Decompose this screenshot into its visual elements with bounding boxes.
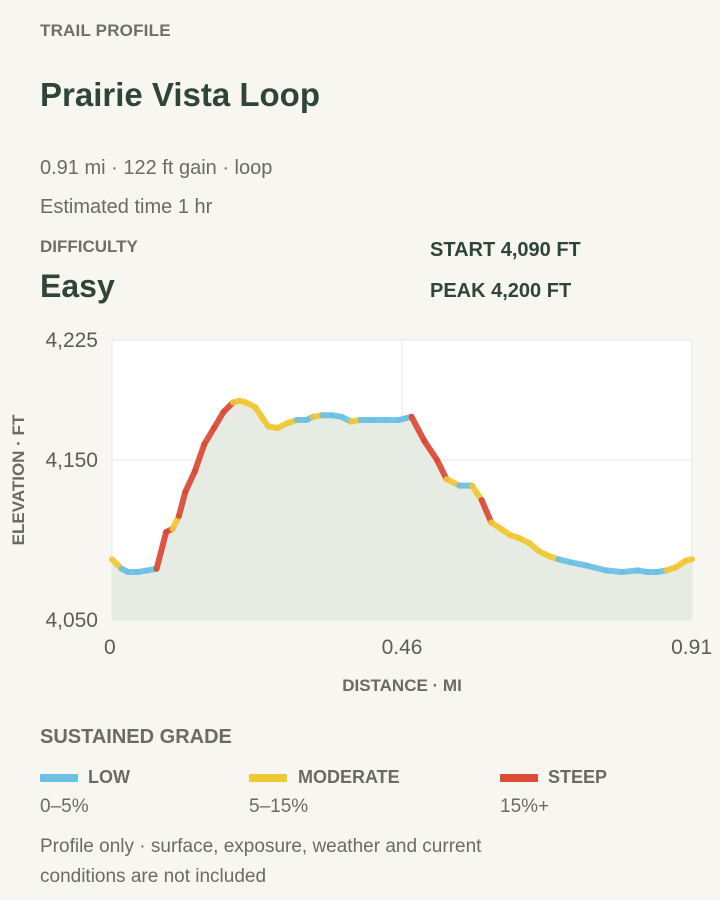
y-axis-title: ELEVATION · FT: [9, 414, 28, 545]
x-tick-label: 0.46: [382, 636, 423, 659]
grade-segment-moderate: [682, 556, 695, 564]
legend-title: SUSTAINED GRADE: [40, 726, 232, 748]
section-eyebrow: TRAIL PROFILE: [40, 21, 171, 40]
x-tick-label: 0.91: [671, 636, 712, 659]
estimated-time: Estimated time 1 hr: [40, 196, 213, 218]
elevation-chart: 4,050 4,150 4,225 0 0.46 0.91 DISTANCE · MI ELE…: [9, 329, 712, 695]
elevation-area: [112, 400, 692, 620]
footnote: Profile only · surface, exposure, weathe…: [40, 836, 482, 887]
grade-segment-steep: [478, 497, 495, 526]
x-tick-label: 0: [104, 636, 116, 659]
grade-segment-steep: [153, 529, 170, 572]
legend-range-steep: 15%+: [500, 796, 550, 817]
legend-swatch-steep: [500, 774, 538, 782]
legend-range-low: 0–5%: [40, 796, 89, 817]
grade-segment-steep: [408, 413, 428, 444]
grade-segment-steep: [175, 489, 189, 519]
grade-segment-steep: [182, 468, 198, 495]
peak-elevation: PEAK 4,200 FT: [430, 280, 572, 302]
difficulty-label: DIFFICULTY: [40, 237, 138, 256]
legend-swatch-low: [40, 774, 78, 782]
y-tick-label: 4,050: [45, 609, 98, 632]
difficulty-value: Easy: [40, 268, 115, 304]
x-axis-title: DISTANCE · MI: [342, 676, 462, 695]
y-tick-label: 4,225: [45, 329, 98, 352]
legend-range-moderate: 5–15%: [249, 796, 309, 817]
legend-name-steep: STEEP: [548, 767, 608, 787]
legend-swatch-moderate: [249, 774, 287, 782]
grade-segment-steep: [201, 425, 217, 447]
grade-segment-steep: [191, 441, 208, 475]
trail-summary: 0.91 mi · 122 ft gain · loop: [40, 157, 273, 179]
grade-segment-steep: [210, 409, 227, 431]
start-elevation: START 4,090 FT: [430, 239, 581, 261]
legend-name-low: LOW: [88, 767, 130, 787]
legend-name-moderate: MODERATE: [298, 767, 400, 787]
grade-segment-steep: [421, 437, 441, 463]
grade-segment-steep: [434, 457, 450, 483]
grade-segment-low: [583, 562, 609, 574]
trail-title: Prairie Vista Loop: [40, 76, 320, 113]
y-tick-label: 4,150: [45, 449, 98, 472]
